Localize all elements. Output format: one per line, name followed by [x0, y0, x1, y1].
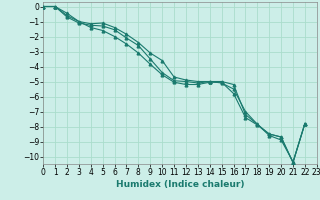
X-axis label: Humidex (Indice chaleur): Humidex (Indice chaleur): [116, 180, 244, 189]
